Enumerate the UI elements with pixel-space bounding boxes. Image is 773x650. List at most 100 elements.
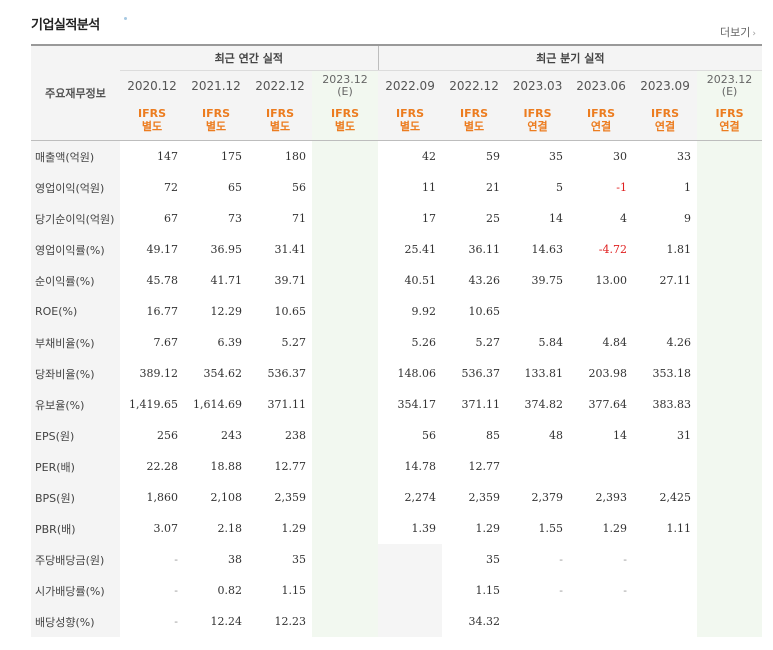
table-cell: 40.51 bbox=[404, 274, 437, 287]
financial-table: 주요재무정보 최근 연간 실적 최근 분기 실적 2020.12 2021.12 2… bbox=[31, 44, 763, 637]
table-cell: 354.62 bbox=[203, 367, 243, 380]
table-cell: 49.17 bbox=[146, 243, 179, 256]
table-cell: 9 bbox=[684, 212, 692, 225]
row-label: 당좌비율(%) bbox=[31, 358, 120, 389]
table-cell bbox=[312, 575, 379, 606]
quarter-group-header: 최근 분기 실적 bbox=[378, 44, 763, 71]
row-label: BPS(원) bbox=[31, 482, 120, 513]
standard-basis: 별도 bbox=[399, 120, 421, 133]
table-cell: 2,359 bbox=[468, 491, 501, 504]
row-label: 영업이익률(%) bbox=[31, 234, 120, 265]
table-cell: 536.37 bbox=[267, 367, 307, 380]
row-label: ROE(%) bbox=[31, 296, 120, 327]
table-cell: 1,860 bbox=[146, 491, 179, 504]
table-cell: 35 bbox=[549, 150, 564, 163]
table-cell bbox=[378, 606, 443, 637]
table-cell: 0.82 bbox=[217, 584, 243, 597]
period-year: 2023.12 bbox=[706, 72, 753, 86]
table-cell: 14 bbox=[613, 429, 628, 442]
table-cell: 389.12 bbox=[139, 367, 179, 380]
more-link[interactable]: 더보기 › bbox=[720, 24, 756, 40]
table-cell: 10.65 bbox=[274, 305, 307, 318]
table-cell: 9.92 bbox=[411, 305, 437, 318]
table-cell: 354.17 bbox=[397, 398, 437, 411]
row-label: 부채비율(%) bbox=[31, 327, 120, 358]
table-cell: 1.39 bbox=[411, 522, 437, 535]
table-cell bbox=[697, 265, 763, 296]
table-cell: 12.77 bbox=[274, 460, 307, 473]
accounting-standard: IFRS 별도 bbox=[378, 100, 443, 141]
table-cell: 243 bbox=[221, 429, 242, 442]
table-cell bbox=[312, 389, 379, 420]
standard-basis: 연결 bbox=[527, 120, 548, 133]
table-cell: - bbox=[623, 553, 628, 566]
table-cell: 33 bbox=[677, 150, 692, 163]
accounting-standard: IFRS 별도 bbox=[312, 100, 379, 141]
table-cell: 2.18 bbox=[217, 522, 243, 535]
table-row: 배당성향(%) - 12.24 12.23 34.32 bbox=[31, 606, 763, 637]
table-cell: 374.82 bbox=[524, 398, 564, 411]
table-row: PBR(배) 3.07 2.18 1.29 1.39 1.29 1.55 1.29 1.11 bbox=[31, 513, 763, 544]
period-year: 2022.12 bbox=[449, 78, 499, 93]
standard-basis: 별도 bbox=[269, 120, 291, 133]
table-cell: 353.18 bbox=[652, 367, 692, 380]
table-cell: 38 bbox=[228, 553, 242, 566]
table-cell: 7.67 bbox=[153, 336, 179, 349]
period-header: 2022.12 bbox=[442, 70, 507, 100]
corner-label: 주요재무정보 bbox=[31, 44, 120, 141]
table-cell: 4.84 bbox=[602, 336, 628, 349]
table-cell: 12.29 bbox=[210, 305, 243, 318]
table-cell: 256 bbox=[157, 429, 178, 442]
table-cell: 65 bbox=[228, 181, 242, 194]
accounting-standard: IFRS 연결 bbox=[506, 100, 570, 141]
standard-name: IFRS bbox=[587, 107, 616, 120]
standard-basis: 별도 bbox=[334, 120, 356, 133]
standard-name: IFRS bbox=[396, 107, 425, 120]
table-cell bbox=[697, 513, 763, 544]
table-cell bbox=[312, 265, 379, 296]
table-cell: 5 bbox=[556, 181, 564, 194]
table-cell: 383.83 bbox=[652, 398, 692, 411]
table-cell: 12.77 bbox=[468, 460, 501, 473]
period-header: 2020.12 bbox=[120, 70, 184, 100]
table-cell bbox=[569, 451, 633, 482]
row-label: 배당성향(%) bbox=[31, 606, 120, 637]
annual-group-header: 최근 연간 실적 bbox=[120, 44, 379, 71]
standard-basis: 별도 bbox=[141, 120, 163, 133]
chevron-right-icon: › bbox=[752, 29, 756, 39]
table-cell bbox=[569, 606, 633, 637]
accounting-standard: IFRS 연결 bbox=[697, 100, 763, 141]
table-cell: 13.00 bbox=[595, 274, 628, 287]
table-cell bbox=[506, 451, 569, 482]
table-cell: 56 bbox=[292, 181, 306, 194]
table-cell: 1.29 bbox=[475, 522, 501, 535]
table-cell: 42 bbox=[422, 150, 437, 163]
table-cell bbox=[312, 140, 379, 172]
period-year: 2023.09 bbox=[640, 78, 690, 93]
table-cell: 59 bbox=[486, 150, 501, 163]
table-cell: 14.63 bbox=[531, 243, 564, 256]
table-cell bbox=[633, 544, 697, 575]
table-cell bbox=[633, 606, 697, 637]
row-label: 주당배당금(원) bbox=[31, 544, 120, 575]
table-row: 주당배당금(원) - 38 35 35 - - bbox=[31, 544, 763, 575]
table-cell: 48 bbox=[549, 429, 564, 442]
table-cell: 71 bbox=[292, 212, 306, 225]
row-label: 시가배당률(%) bbox=[31, 575, 120, 606]
table-cell bbox=[312, 513, 379, 544]
table-cell: 35 bbox=[486, 553, 501, 566]
table-cell: 2,379 bbox=[531, 491, 564, 504]
period-year: 2022.09 bbox=[385, 78, 435, 93]
period-header: 2023.09 bbox=[633, 70, 698, 100]
table-cell: 147 bbox=[157, 150, 178, 163]
table-cell: 133.81 bbox=[524, 367, 564, 380]
table-cell bbox=[697, 420, 763, 451]
standard-name: IFRS bbox=[202, 107, 230, 120]
table-cell: 45.78 bbox=[146, 274, 179, 287]
table-cell: 1.29 bbox=[602, 522, 628, 535]
table-row: 순이익률(%) 45.78 41.71 39.71 40.51 43.26 39.75 13.… bbox=[31, 265, 763, 296]
accounting-standard: IFRS 연결 bbox=[569, 100, 634, 141]
period-header: 2023.12 (E) bbox=[312, 70, 379, 100]
accounting-standard: IFRS 연결 bbox=[633, 100, 698, 141]
table-cell: 1,419.65 bbox=[129, 398, 178, 411]
